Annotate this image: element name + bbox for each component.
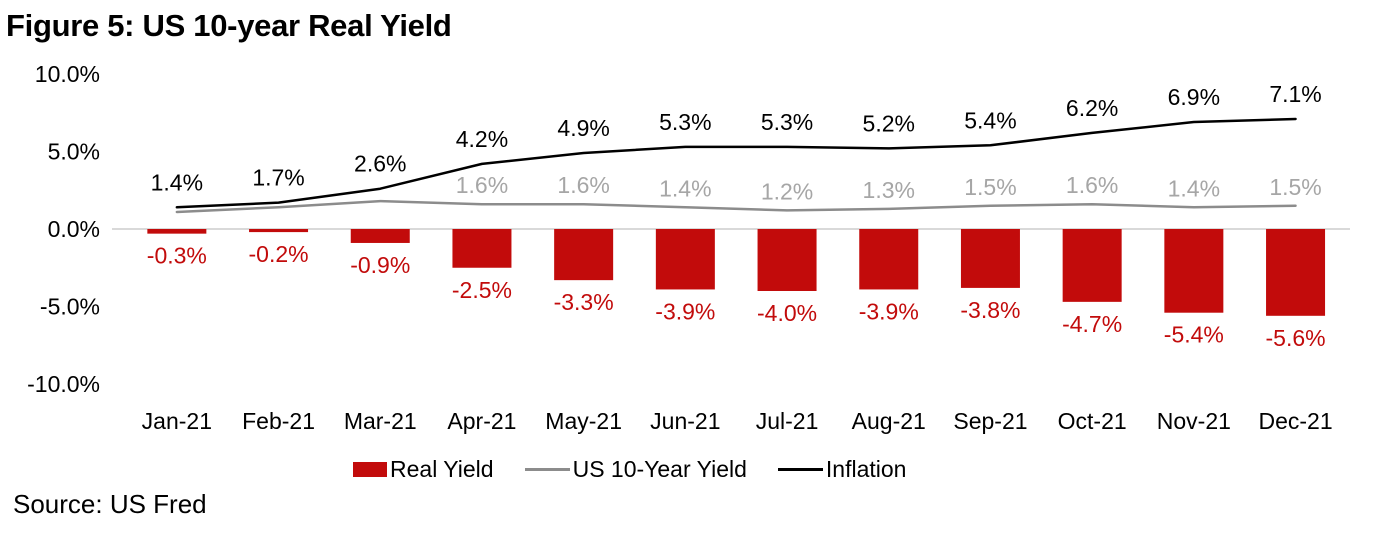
us-10-year-yield-line-swatch-icon [524,468,570,471]
source-note: Source: US Fred [13,489,207,519]
legend-label-inflation: Inflation [825,456,907,482]
us-10-year-yield-data-label: 1.4% [1168,175,1220,201]
x-axis-label: Dec-21 [1258,408,1332,434]
real-yield-data-label: -2.5% [452,277,512,303]
inflation-data-label: 5.4% [964,107,1016,133]
real-yield-data-label: -4.7% [1062,311,1122,337]
us-10-year-yield-data-label: 1.5% [1269,174,1321,200]
bar-real-yield [147,229,207,234]
x-axis-label: Jun-21 [650,408,720,434]
legend-item-us-10-year-yield: US 10-Year Yield [524,456,747,483]
real-yield-data-label: -0.3% [147,243,207,269]
inflation-data-label: 4.9% [557,115,609,141]
real-yield-bar-swatch-icon [353,462,387,477]
us-10-year-yield-line [175,199,1297,214]
real-yield-data-label: -4.0% [757,300,817,326]
inflation-data-label: 5.3% [659,109,711,135]
inflation-data-label: 7.1% [1269,81,1321,107]
us-10-year-yield-data-label: 1.6% [456,172,508,198]
y-axis-tick-label: 5.0% [48,139,100,165]
figure-title: Figure 5: US 10-year Real Yield [6,8,452,43]
bar-real-yield [554,229,614,281]
x-axis-label: Mar-21 [344,408,417,434]
x-axis-label: Aug-21 [852,408,926,434]
real-yield-data-label: -3.3% [554,289,614,315]
y-axis-tick-label: 0.0% [48,216,100,242]
x-axis-label: Jul-21 [756,408,819,434]
us-10-year-yield-data-label: 1.5% [964,174,1016,200]
inflation-data-label: 6.9% [1168,84,1220,110]
chart-legend: Real Yield US 10-Year Yield Inflation [353,456,906,483]
real-yield-data-label: -3.9% [655,298,715,324]
x-axis-label: Feb-21 [242,408,315,434]
x-axis-label: Oct-21 [1058,408,1127,434]
real-yield-data-label: -3.8% [960,297,1020,323]
inflation-data-label: 5.3% [761,109,813,135]
us-10-year-yield-data-label: 1.3% [863,177,915,203]
inflation-data-label: 2.6% [354,151,406,177]
bar-real-yield [1266,229,1326,316]
real-yield-data-label: -0.2% [249,241,309,267]
legend-item-inflation: Inflation [777,456,907,483]
real-yield-data-label: -3.9% [859,298,919,324]
us-10-year-yield-data-label: 1.4% [659,175,711,201]
inflation-line-swatch-icon [777,468,823,471]
us-10-year-yield-data-label: 1.2% [761,178,813,204]
bar-real-yield [1164,229,1224,313]
real-yield-data-label: -5.4% [1164,322,1224,348]
y-axis-tick-label: -5.0% [40,294,100,320]
inflation-data-label: 1.4% [151,169,203,195]
us-10-year-yield-data-label: 1.6% [557,172,609,198]
inflation-data-label: 1.7% [252,165,304,191]
inflation-data-label: 6.2% [1066,95,1118,121]
inflation-data-label: 5.2% [863,110,915,136]
bar-real-yield [960,229,1020,288]
bar-real-yield [452,229,512,268]
bar-real-yield [249,229,309,233]
x-axis-label: Nov-21 [1157,408,1231,434]
real-yield-data-label: -5.6% [1266,325,1326,351]
us-10-year-yield-data-label: 1.6% [1066,172,1118,198]
bar-real-yield [1062,229,1122,302]
legend-item-real-yield: Real Yield [353,456,494,483]
y-axis-tick-label: -10.0% [27,371,100,397]
bar-real-yield [655,229,715,290]
bar-real-yield [859,229,919,290]
x-axis-label: May-21 [545,408,622,434]
legend-label-real-yield: Real Yield [390,456,494,482]
bar-real-yield [757,229,817,291]
inflation-line [175,117,1297,209]
x-axis-label: Sep-21 [953,408,1027,434]
x-axis-label: Jan-21 [142,408,212,434]
y-axis-tick-label: 10.0% [35,61,100,87]
legend-label-us-10-year-yield: US 10-Year Yield [572,456,747,482]
real-yield-data-label: -0.9% [350,252,410,278]
inflation-data-label: 4.2% [456,126,508,152]
bar-real-yield [350,229,410,243]
x-axis-label: Apr-21 [447,408,516,434]
